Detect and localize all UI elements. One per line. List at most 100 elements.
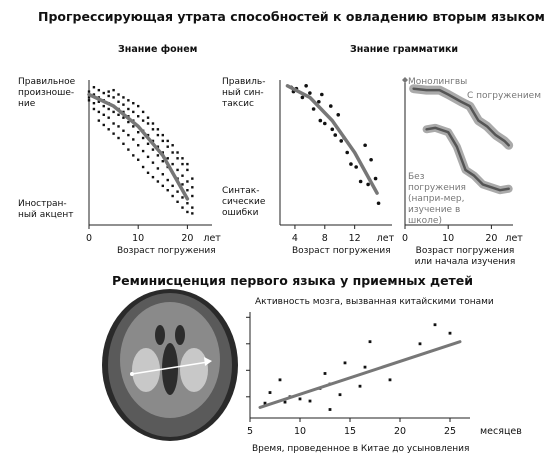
chart1-point <box>186 210 189 214</box>
chart1-point <box>127 107 130 111</box>
chart1-point <box>156 128 160 131</box>
brain-arrow-head <box>204 357 212 366</box>
chart1-point <box>166 189 169 192</box>
brain-right-hemisphere-region <box>180 348 208 392</box>
chart1-point <box>112 88 115 92</box>
chart1-point <box>156 133 160 137</box>
chart4-point <box>338 393 342 397</box>
chart2-point <box>373 176 378 181</box>
chart1-point <box>186 189 189 192</box>
series-monolingual-label: Монолингвы <box>408 77 468 87</box>
chart1-point <box>87 99 91 102</box>
chart4-x-tick-label: 5 <box>247 426 253 437</box>
chart1-point <box>117 93 120 96</box>
chart1-point <box>171 162 174 166</box>
chart4-x-tick-label: 15 <box>344 426 356 437</box>
chart2-point <box>358 179 363 184</box>
chart1-point <box>176 168 179 172</box>
chart2-point <box>354 165 358 169</box>
chart2-point <box>336 113 341 117</box>
chart1-point <box>161 151 164 154</box>
chart4-point <box>268 391 272 394</box>
top-title: Прогрессирующая утрата способностей к ов… <box>38 9 545 24</box>
chart1-point <box>186 202 189 205</box>
chart2-point <box>304 84 308 88</box>
brain-right-ventricle-horn <box>175 325 185 345</box>
chart1-x-unit: лет <box>203 233 221 244</box>
chart2-point <box>369 157 373 162</box>
chart1-point <box>176 200 179 203</box>
chart1-point <box>122 103 125 106</box>
chart3-x-tick-label: 10 <box>442 233 454 244</box>
chart4-xlabel: Время, проведенное в Китае до усыновлени… <box>252 444 470 454</box>
chart1-point <box>171 184 174 188</box>
chart3-x-tick-label: 0 <box>402 233 408 244</box>
chart1-point <box>92 102 96 105</box>
chart2-point <box>318 118 323 123</box>
chart4-point <box>343 361 347 365</box>
chart2-point <box>328 104 333 108</box>
chart4-point <box>283 400 287 404</box>
chart1-point <box>186 162 189 166</box>
chart1-point <box>87 96 91 99</box>
brain-arrow-line <box>131 361 209 375</box>
chart1-point <box>146 116 150 119</box>
chart2-point <box>339 139 344 143</box>
chart1-point <box>137 115 140 118</box>
chart2-x-tick-label: 8 <box>322 233 328 244</box>
chart1-point <box>107 128 110 131</box>
chart1-point <box>112 110 115 114</box>
chart1-point <box>146 133 150 137</box>
chart1-point <box>156 167 160 170</box>
chart1-point <box>171 194 174 198</box>
chart1-xlabel: Возраст погружения <box>117 246 216 256</box>
chart2-point <box>363 143 367 148</box>
chart2-point <box>330 127 335 132</box>
chart1-point <box>191 194 194 198</box>
chart1-point <box>102 113 105 116</box>
chart3-x-tick-label: 20 <box>485 233 497 244</box>
chart1-point <box>161 133 164 137</box>
chart1-point <box>181 183 184 186</box>
chart1-point <box>181 162 184 166</box>
chart1-point <box>112 122 115 125</box>
chart4-point <box>363 365 367 369</box>
chart1-point <box>186 180 189 183</box>
chart1-point <box>161 160 164 163</box>
chart1-point <box>137 104 140 108</box>
chart2-x-tick-label: 4 <box>292 233 298 244</box>
chart1-point <box>146 122 150 125</box>
chart2-x-tick-label: 12 <box>349 233 361 244</box>
chart1-point <box>97 110 101 114</box>
chart1-point <box>156 145 160 148</box>
chart1-point <box>92 93 96 96</box>
chart2-point <box>366 182 370 187</box>
chart2-trend-line <box>285 84 379 195</box>
chart2-title: Знание грамматики <box>350 44 459 55</box>
chart1-point <box>107 116 110 119</box>
chart2-point <box>333 133 338 137</box>
chart2-point <box>308 91 312 95</box>
chart1-point <box>92 107 96 111</box>
chart1-point <box>107 90 110 93</box>
chart1-point <box>156 180 160 183</box>
chart1-point <box>132 154 135 157</box>
chart1-point <box>117 100 120 103</box>
chart4-point <box>308 399 312 403</box>
chart1-point <box>171 144 174 147</box>
chart1-point <box>127 99 130 102</box>
chart1-point <box>132 125 135 128</box>
chart2-point <box>320 92 324 97</box>
chart1-point <box>161 139 164 143</box>
chart1-point <box>107 107 110 111</box>
chart1-point <box>127 133 130 137</box>
chart3-immersion-line <box>412 87 510 147</box>
chart1-point <box>97 119 101 122</box>
chart1-point <box>151 139 155 143</box>
chart1-point <box>112 132 115 135</box>
chart4-point <box>278 378 282 382</box>
chart1-point <box>191 206 194 209</box>
chart4-point <box>358 384 362 388</box>
chart1-point <box>92 86 96 89</box>
